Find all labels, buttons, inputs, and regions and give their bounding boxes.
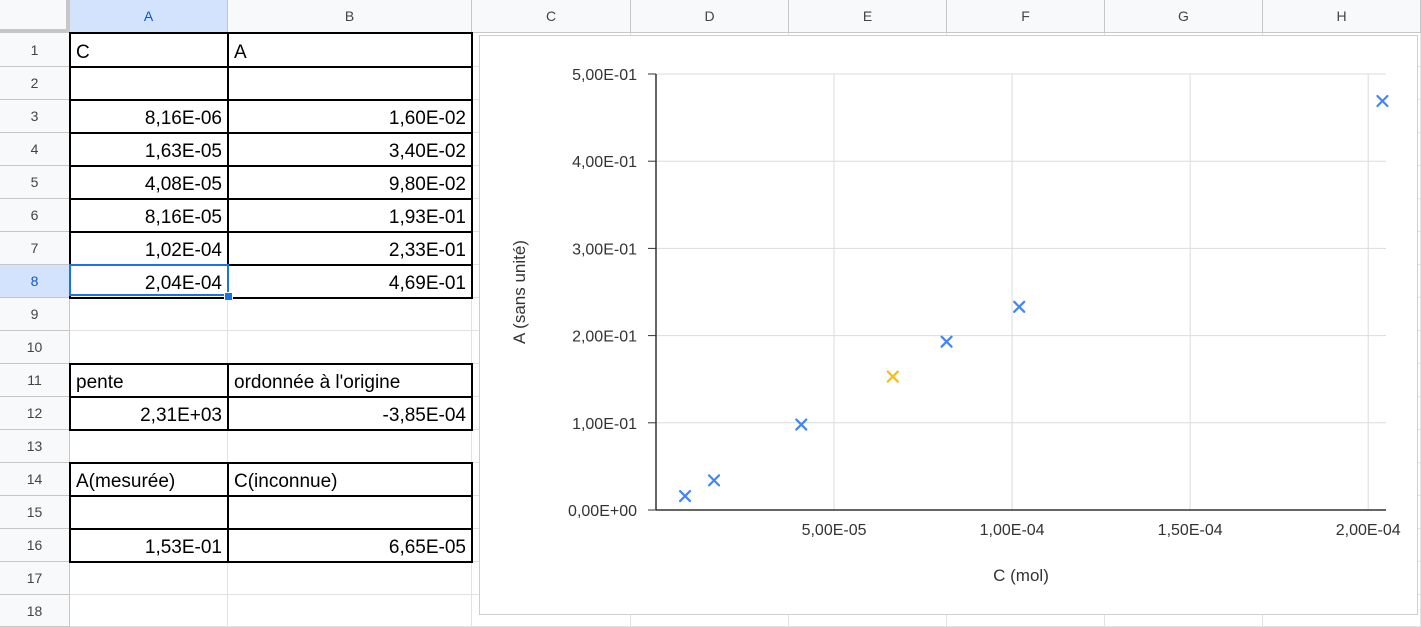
y-tick-label: 3,00E-01	[572, 241, 637, 258]
row-header-10[interactable]: 10	[0, 331, 70, 364]
active-cell-selection	[69, 264, 229, 296]
row-header-12[interactable]: 12	[0, 397, 70, 430]
cell-b6[interactable]: 1,93E-01	[227, 198, 473, 233]
column-header-c[interactable]: C	[472, 0, 631, 33]
column-header-b[interactable]: B	[228, 0, 472, 33]
row-header-11[interactable]: 11	[0, 364, 70, 397]
column-header-d[interactable]: D	[631, 0, 789, 33]
data-point	[1013, 300, 1026, 313]
data-point	[678, 489, 692, 503]
row-header-7[interactable]: 7	[0, 232, 70, 265]
y-axis-label: A (sans unité)	[510, 240, 529, 344]
cell-b8[interactable]: 4,69E-01	[227, 264, 473, 299]
row-header-9[interactable]: 9	[0, 298, 70, 331]
row-header-13[interactable]: 13	[0, 430, 70, 463]
cell-a5[interactable]: 4,08E-05	[69, 165, 229, 200]
cell-b3[interactable]: 1,60E-02	[227, 99, 473, 134]
cell-b4[interactable]: 3,40E-02	[227, 132, 473, 167]
row-header-15[interactable]: 15	[0, 496, 70, 529]
cell-b1[interactable]: A	[227, 32, 473, 68]
cell-a15[interactable]	[69, 495, 229, 530]
cell-a6[interactable]: 8,16E-05	[69, 198, 229, 233]
row-header-14[interactable]: 14	[0, 463, 70, 496]
cell-a1[interactable]: C	[69, 32, 229, 68]
cell-a16[interactable]: 1,53E-01	[69, 528, 229, 563]
column-header-f[interactable]: F	[947, 0, 1105, 33]
column-header-a[interactable]: A	[70, 0, 228, 33]
cell-b12[interactable]: -3,85E-04	[227, 396, 473, 431]
row-header-16[interactable]: 16	[0, 529, 70, 562]
column-header-h[interactable]: H	[1263, 0, 1421, 33]
x-tick-label: 1,50E-04	[1158, 522, 1223, 539]
row-header-8[interactable]: 8	[0, 265, 70, 298]
row-header-3[interactable]: 3	[0, 100, 70, 133]
cell-a12[interactable]: 2,31E+03	[69, 396, 229, 431]
cell-b16[interactable]: 6,65E-05	[227, 528, 473, 563]
row-header-18[interactable]: 18	[0, 595, 70, 627]
column-header-g[interactable]: G	[1105, 0, 1263, 33]
scatter-chart[interactable]: 0,00E+00 1,00E-01 2,00E-01 3,00E-01 4,00E-01…	[479, 35, 1418, 615]
cell-b7[interactable]: 2,33E-01	[227, 231, 473, 266]
cell-b2[interactable]	[227, 66, 473, 101]
data-point	[795, 418, 808, 431]
y-tick-label: 4,00E-01	[572, 154, 637, 171]
cell-a3[interactable]: 8,16E-06	[69, 99, 229, 134]
y-tick-label: 5,00E-01	[572, 67, 637, 84]
cell-a4[interactable]: 1,63E-05	[69, 132, 229, 167]
cell-a2[interactable]	[69, 66, 229, 101]
data-point	[1376, 94, 1389, 108]
cell-a11[interactable]: pente	[69, 363, 229, 398]
y-tick-label: 0,00E+00	[568, 503, 637, 520]
x-axis-label: C (mol)	[993, 566, 1049, 585]
y-tick-label: 1,00E-01	[572, 416, 637, 433]
select-all-corner[interactable]	[0, 0, 70, 33]
row-header-4[interactable]: 4	[0, 133, 70, 166]
row-header-2[interactable]: 2	[0, 67, 70, 100]
cell-b5[interactable]: 9,80E-02	[227, 165, 473, 200]
data-point	[707, 474, 721, 487]
y-tick-label: 2,00E-01	[572, 329, 637, 346]
x-tick-label: 1,00E-04	[980, 522, 1045, 539]
cell-b11[interactable]: ordonnée à l'origine	[227, 363, 473, 398]
column-header-e[interactable]: E	[789, 0, 947, 33]
data-point	[940, 335, 953, 348]
row-header-6[interactable]: 6	[0, 199, 70, 232]
chart-canvas: 0,00E+00 1,00E-01 2,00E-01 3,00E-01 4,00E-01…	[510, 67, 1401, 585]
row-header-1[interactable]: 1	[0, 33, 70, 67]
cell-b15[interactable]	[227, 495, 473, 530]
row-header-5[interactable]: 5	[0, 166, 70, 199]
x-tick-label: 2,00E-04	[1336, 522, 1401, 539]
cell-a14[interactable]: A(mesurée)	[69, 462, 229, 497]
data-point	[886, 370, 899, 383]
fill-handle[interactable]	[224, 292, 233, 301]
x-tick-label: 5,00E-05	[802, 522, 867, 539]
cell-b14[interactable]: C(inconnue)	[227, 462, 473, 497]
cell-a7[interactable]: 1,02E-04	[69, 231, 229, 266]
row-header-17[interactable]: 17	[0, 562, 70, 595]
